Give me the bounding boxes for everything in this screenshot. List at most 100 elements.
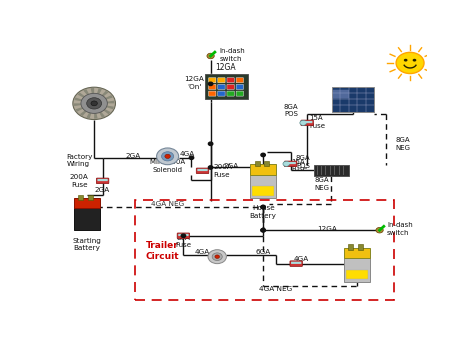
FancyBboxPatch shape	[218, 91, 225, 96]
FancyBboxPatch shape	[197, 169, 208, 171]
Bar	[78, 195, 83, 200]
Wedge shape	[78, 93, 94, 104]
Text: 8GA
NEG: 8GA NEG	[395, 137, 410, 151]
Bar	[314, 165, 348, 176]
Circle shape	[215, 255, 219, 258]
Text: Min. 200A
Solenoid: Min. 200A Solenoid	[150, 159, 185, 173]
Circle shape	[261, 228, 265, 232]
Text: 4GA: 4GA	[195, 249, 210, 255]
Circle shape	[413, 59, 416, 62]
Wedge shape	[83, 89, 94, 104]
Text: 2GA: 2GA	[223, 163, 238, 169]
FancyBboxPatch shape	[209, 91, 216, 96]
FancyBboxPatch shape	[209, 78, 216, 83]
Wedge shape	[94, 88, 102, 104]
Circle shape	[261, 153, 265, 157]
Bar	[344, 248, 370, 258]
Bar	[73, 206, 100, 230]
Circle shape	[261, 228, 265, 232]
Circle shape	[209, 82, 213, 85]
Text: Trailer
Circuit: Trailer Circuit	[146, 241, 179, 261]
Bar	[346, 270, 368, 279]
Bar	[88, 195, 93, 200]
Circle shape	[376, 227, 383, 233]
Text: Factory
Wiring: Factory Wiring	[66, 154, 93, 167]
Text: 4GA NEG: 4GA NEG	[151, 201, 184, 207]
FancyBboxPatch shape	[178, 234, 189, 236]
Wedge shape	[94, 104, 111, 114]
Text: 200A
Fuse: 200A Fuse	[213, 164, 232, 178]
Text: 6GA: 6GA	[255, 249, 271, 256]
FancyBboxPatch shape	[209, 84, 216, 89]
Circle shape	[212, 253, 222, 261]
Text: In-dash
switch: In-dash switch	[387, 222, 413, 236]
FancyBboxPatch shape	[290, 261, 302, 266]
Circle shape	[165, 154, 170, 159]
Wedge shape	[75, 104, 94, 111]
Circle shape	[300, 121, 307, 125]
Text: 8GA
NEG: 8GA NEG	[314, 177, 329, 191]
Wedge shape	[86, 104, 94, 118]
Text: 12GA: 12GA	[215, 63, 236, 72]
Text: 8GA
POS: 8GA POS	[295, 155, 310, 169]
Circle shape	[91, 101, 97, 106]
Circle shape	[73, 87, 116, 119]
FancyBboxPatch shape	[227, 78, 234, 83]
Text: 80A
Fuse: 80A Fuse	[175, 235, 191, 248]
Text: Starting
Battery: Starting Battery	[73, 238, 101, 252]
FancyBboxPatch shape	[284, 161, 297, 167]
Wedge shape	[74, 97, 94, 104]
Circle shape	[87, 98, 101, 109]
Text: 4GA: 4GA	[294, 256, 310, 262]
Circle shape	[181, 234, 186, 237]
Wedge shape	[94, 104, 114, 109]
Circle shape	[81, 93, 107, 113]
FancyBboxPatch shape	[227, 91, 234, 96]
Circle shape	[209, 166, 213, 169]
Circle shape	[261, 205, 265, 209]
Text: 4GA: 4GA	[180, 151, 195, 157]
Wedge shape	[80, 104, 94, 116]
FancyBboxPatch shape	[302, 121, 312, 123]
Wedge shape	[94, 101, 114, 104]
Bar	[250, 173, 276, 198]
FancyBboxPatch shape	[227, 84, 234, 89]
Wedge shape	[94, 91, 109, 104]
Circle shape	[283, 161, 290, 167]
FancyBboxPatch shape	[218, 84, 225, 89]
FancyBboxPatch shape	[218, 78, 225, 83]
Bar	[250, 164, 276, 175]
Bar	[348, 244, 354, 250]
Bar	[344, 257, 370, 282]
FancyBboxPatch shape	[236, 91, 244, 96]
Wedge shape	[94, 104, 105, 118]
Circle shape	[156, 148, 179, 165]
Wedge shape	[91, 88, 94, 104]
Circle shape	[209, 142, 213, 146]
Circle shape	[396, 52, 424, 73]
Text: 2GA: 2GA	[95, 187, 110, 193]
Wedge shape	[74, 104, 94, 106]
Circle shape	[189, 156, 194, 159]
Bar	[255, 160, 260, 166]
FancyBboxPatch shape	[333, 90, 349, 98]
FancyBboxPatch shape	[301, 120, 313, 126]
Text: 200A
Fuse: 200A Fuse	[69, 174, 88, 188]
FancyBboxPatch shape	[98, 179, 108, 181]
Circle shape	[207, 53, 214, 59]
Wedge shape	[94, 104, 98, 119]
Circle shape	[162, 152, 173, 161]
Text: 8GA
POS: 8GA POS	[283, 104, 298, 117]
FancyBboxPatch shape	[285, 162, 296, 164]
FancyBboxPatch shape	[236, 84, 244, 89]
Text: 12GA
'On': 12GA 'On'	[184, 76, 204, 90]
FancyBboxPatch shape	[177, 233, 190, 239]
Bar	[73, 198, 100, 208]
Wedge shape	[94, 95, 113, 104]
Text: House
Battery: House Battery	[250, 205, 276, 219]
Text: 4GA NEG: 4GA NEG	[259, 286, 292, 292]
Bar	[205, 74, 247, 99]
FancyBboxPatch shape	[291, 262, 301, 264]
Text: 12GA: 12GA	[318, 226, 337, 232]
Bar	[264, 160, 269, 166]
